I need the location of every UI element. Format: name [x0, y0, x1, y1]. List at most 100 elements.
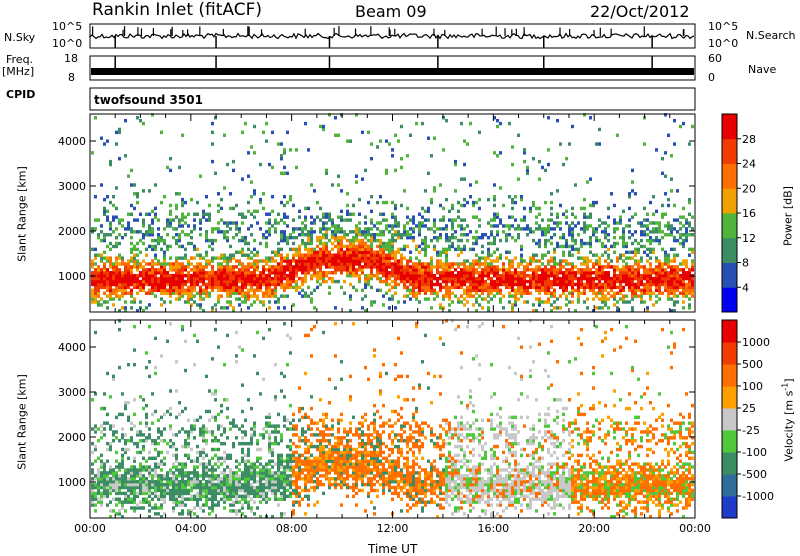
- data-cell: [502, 306, 505, 309]
- data-cell: [187, 498, 190, 501]
- data-cell: [538, 245, 541, 248]
- data-cell: [391, 239, 394, 242]
- data-cell: [592, 227, 595, 230]
- data-cell: [406, 154, 409, 157]
- data-cell: [637, 294, 640, 297]
- data-cell: [145, 439, 148, 442]
- data-cell: [592, 265, 595, 268]
- data-cell: [196, 445, 199, 448]
- data-cell: [181, 468, 184, 471]
- data-cell: [175, 457, 178, 460]
- data-cell: [418, 265, 421, 268]
- data-cell: [430, 256, 433, 259]
- data-cell: [550, 268, 553, 271]
- data-cell: [211, 416, 214, 419]
- data-cell: [346, 233, 349, 236]
- data-cell: [394, 268, 397, 271]
- data-cell: [229, 480, 232, 483]
- data-cell: [553, 251, 556, 254]
- data-cell: [571, 262, 574, 265]
- data-cell: [544, 271, 547, 274]
- data-cell: [457, 201, 460, 204]
- data-cell: [100, 277, 103, 280]
- data-cell: [298, 286, 301, 289]
- data-cell: [142, 489, 145, 492]
- data-cell: [673, 142, 676, 145]
- data-cell: [472, 286, 475, 289]
- data-cell: [637, 251, 640, 254]
- noise-panel-frame: [90, 24, 695, 48]
- data-cell: [604, 221, 607, 224]
- data-cell: [478, 280, 481, 283]
- data-cell: [589, 280, 592, 283]
- data-cell: [181, 495, 184, 498]
- data-cell: [676, 274, 679, 277]
- data-cell: [223, 495, 226, 498]
- data-cell: [217, 427, 220, 430]
- data-cell: [484, 271, 487, 274]
- data-cell: [514, 218, 517, 221]
- data-cell: [481, 280, 484, 283]
- data-cell: [496, 274, 499, 277]
- data-cell: [493, 204, 496, 207]
- data-cell: [595, 201, 598, 204]
- data-cell: [211, 477, 214, 480]
- data-cell: [157, 489, 160, 492]
- data-cell: [685, 239, 688, 242]
- data-cell: [121, 436, 124, 439]
- data-cell: [109, 424, 112, 427]
- data-cell: [127, 286, 130, 289]
- data-cell: [322, 262, 325, 265]
- data-cell: [175, 277, 178, 280]
- data-cell: [115, 242, 118, 245]
- data-cell: [268, 163, 271, 166]
- data-cell: [178, 233, 181, 236]
- data-cell: [445, 256, 448, 259]
- data-cell: [193, 477, 196, 480]
- data-cell: [202, 213, 205, 216]
- data-cell: [244, 294, 247, 297]
- data-cell: [310, 215, 313, 218]
- data-cell: [613, 268, 616, 271]
- data-cell: [148, 233, 151, 236]
- data-cell: [160, 280, 163, 283]
- data-cell: [448, 277, 451, 280]
- data-cell: [415, 245, 418, 248]
- data-cell: [247, 151, 250, 154]
- data-cell: [109, 500, 112, 503]
- data-cell: [304, 233, 307, 236]
- data-cell: [127, 213, 130, 216]
- data-cell: [106, 271, 109, 274]
- data-cell: [511, 280, 514, 283]
- data-cell: [505, 286, 508, 289]
- data-cell: [91, 489, 94, 492]
- data-cell: [499, 221, 502, 224]
- data-cell: [340, 251, 343, 254]
- data-cell: [205, 251, 208, 254]
- data-cell: [226, 489, 229, 492]
- data-cell: [361, 268, 364, 271]
- data-cell: [94, 495, 97, 498]
- data-cell: [325, 248, 328, 251]
- data-cell: [577, 300, 580, 303]
- data-cell: [466, 224, 469, 227]
- data-cell: [343, 251, 346, 254]
- data-cell: [463, 163, 466, 166]
- data-cell: [130, 236, 133, 239]
- data-cell: [169, 389, 172, 392]
- data-cell: [382, 268, 385, 271]
- data-cell: [133, 489, 136, 492]
- data-cell: [241, 477, 244, 480]
- data-cell: [460, 122, 463, 125]
- data-cell: [523, 271, 526, 274]
- data-cell: [562, 283, 565, 286]
- data-cell: [247, 262, 250, 265]
- data-cell: [553, 294, 556, 297]
- data-cell: [178, 500, 181, 503]
- data-cell: [547, 239, 550, 242]
- data-cell: [154, 289, 157, 292]
- data-cell: [127, 468, 130, 471]
- data-cell: [226, 256, 229, 259]
- data-cell: [319, 265, 322, 268]
- data-cell: [91, 500, 94, 503]
